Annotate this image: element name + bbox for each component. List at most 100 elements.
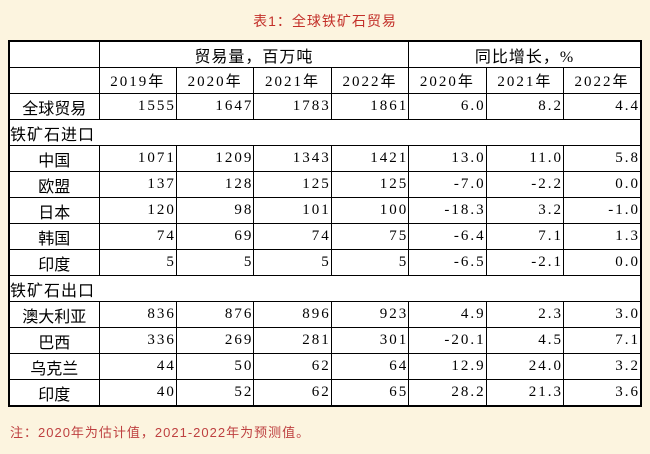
value-cell: 74	[253, 223, 332, 250]
row-label: 印度	[8, 379, 100, 407]
row-label: 澳大利亚	[8, 301, 100, 328]
section-header: 铁矿石进口	[8, 119, 642, 146]
value-cell: 52	[175, 379, 255, 407]
value-cell: 100	[330, 197, 410, 224]
value-cell: 3.6	[563, 379, 642, 407]
value-cell: 7.1	[563, 327, 642, 354]
value-cell: 1071	[98, 145, 177, 172]
value-cell: -2.2	[485, 171, 565, 198]
table-row: 澳大利亚 836 876 896 923 4.9 2.3 3.0	[8, 301, 642, 328]
value-cell: 62	[253, 379, 332, 407]
table-head: 贸易量，百万吨 同比增长，% 2019年 2020年 2021年 2022年 2020年 20…	[8, 40, 642, 94]
value-cell: 896	[253, 301, 332, 328]
value-cell: 2.3	[485, 301, 565, 328]
value-cell: 40	[98, 379, 177, 407]
year-header: 2022年	[330, 67, 410, 94]
value-cell: -1.0	[563, 197, 642, 224]
value-cell: 11.0	[485, 145, 565, 172]
value-cell: 74	[98, 223, 177, 250]
row-label: 欧盟	[8, 171, 100, 198]
value-cell: 13.0	[408, 145, 487, 172]
value-cell: 336	[98, 327, 177, 354]
value-cell: 12.9	[408, 353, 487, 380]
section-row: 铁矿石出口	[8, 275, 642, 302]
year-header: 2021年	[485, 67, 565, 94]
column-group-header: 贸易量，百万吨	[98, 40, 410, 68]
value-cell: 3.0	[563, 301, 642, 328]
section-row: 铁矿石进口	[8, 119, 642, 146]
value-cell: 0.0	[563, 249, 642, 276]
year-header: 2022年	[563, 67, 642, 94]
value-cell: 24.0	[485, 353, 565, 380]
value-cell: 4.9	[408, 301, 487, 328]
value-cell: 5	[175, 249, 255, 276]
page: 表1：全球铁矿石贸易 贸易量，百万吨 同比增长，% 2019年 2020年 2021年 2…	[8, 13, 642, 440]
value-cell: -6.5	[408, 249, 487, 276]
row-label: 乌克兰	[8, 353, 100, 380]
value-cell: 75	[330, 223, 410, 250]
value-cell: 69	[175, 223, 255, 250]
value-cell: 28.2	[408, 379, 487, 407]
value-cell: 137	[98, 171, 177, 198]
value-cell: 125	[253, 171, 332, 198]
table-row: 中国 1071 1209 1343 1421 13.0 11.0 5.8	[8, 145, 642, 172]
year-header: 2020年	[175, 67, 255, 94]
value-cell: 836	[98, 301, 177, 328]
value-cell: 923	[330, 301, 410, 328]
table-body: 全球贸易 1555 1647 1783 1861 6.0 8.2 4.4 铁矿石进口 中国 1071…	[8, 93, 642, 407]
value-cell: 4.5	[485, 327, 565, 354]
value-cell: -18.3	[408, 197, 487, 224]
value-cell: -7.0	[408, 171, 487, 198]
value-cell: 269	[175, 327, 255, 354]
value-cell: -20.1	[408, 327, 487, 354]
value-cell: 5	[253, 249, 332, 276]
section-header: 铁矿石出口	[8, 275, 642, 302]
value-cell: 5	[330, 249, 410, 276]
value-cell: 5	[98, 249, 177, 276]
value-cell: 5.8	[563, 145, 642, 172]
value-cell: 98	[175, 197, 255, 224]
value-cell: 6.0	[408, 93, 487, 120]
table-row: 全球贸易 1555 1647 1783 1861 6.0 8.2 4.4	[8, 93, 642, 120]
value-cell: 1555	[98, 93, 177, 120]
value-cell: 1421	[330, 145, 410, 172]
row-label: 印度	[8, 249, 100, 276]
value-cell: 0.0	[563, 171, 642, 198]
column-group-row: 贸易量，百万吨 同比增长，%	[8, 40, 642, 68]
corner-cell	[8, 67, 100, 94]
value-cell: 1.3	[563, 223, 642, 250]
value-cell: 44	[98, 353, 177, 380]
corner-cell	[8, 40, 100, 68]
value-cell: 1209	[175, 145, 255, 172]
year-header: 2021年	[253, 67, 332, 94]
value-cell: 128	[175, 171, 255, 198]
footnote: 注：2020年为估计值，2021-2022年为预测值。	[10, 425, 311, 440]
value-cell: 125	[330, 171, 410, 198]
value-cell: 4.4	[563, 93, 642, 120]
row-label: 全球贸易	[8, 93, 100, 120]
value-cell: -6.4	[408, 223, 487, 250]
value-cell: 120	[98, 197, 177, 224]
value-cell: 1861	[330, 93, 410, 120]
column-group-header: 同比增长，%	[408, 40, 642, 68]
table-row: 日本 120 98 101 100 -18.3 3.2 -1.0	[8, 197, 642, 224]
row-label: 日本	[8, 197, 100, 224]
value-cell: 281	[253, 327, 332, 354]
value-cell: 65	[330, 379, 410, 407]
row-label: 韩国	[8, 223, 100, 250]
year-header-row: 2019年 2020年 2021年 2022年 2020年 2021年 2022年	[8, 67, 642, 94]
row-label: 巴西	[8, 327, 100, 354]
value-cell: 3.2	[563, 353, 642, 380]
table-row: 巴西 336 269 281 301 -20.1 4.5 7.1	[8, 327, 642, 354]
year-header: 2019年	[98, 67, 177, 94]
value-cell: 301	[330, 327, 410, 354]
value-cell: 3.2	[485, 197, 565, 224]
value-cell: -2.1	[485, 249, 565, 276]
value-cell: 8.2	[485, 93, 565, 120]
table-title: 表1：全球铁矿石贸易	[253, 13, 397, 29]
table-row: 印度 40 52 62 65 28.2 21.3 3.6	[8, 379, 642, 407]
table-row: 乌克兰 44 50 62 64 12.9 24.0 3.2	[8, 353, 642, 380]
value-cell: 101	[253, 197, 332, 224]
value-cell: 1343	[253, 145, 332, 172]
value-cell: 62	[253, 353, 332, 380]
